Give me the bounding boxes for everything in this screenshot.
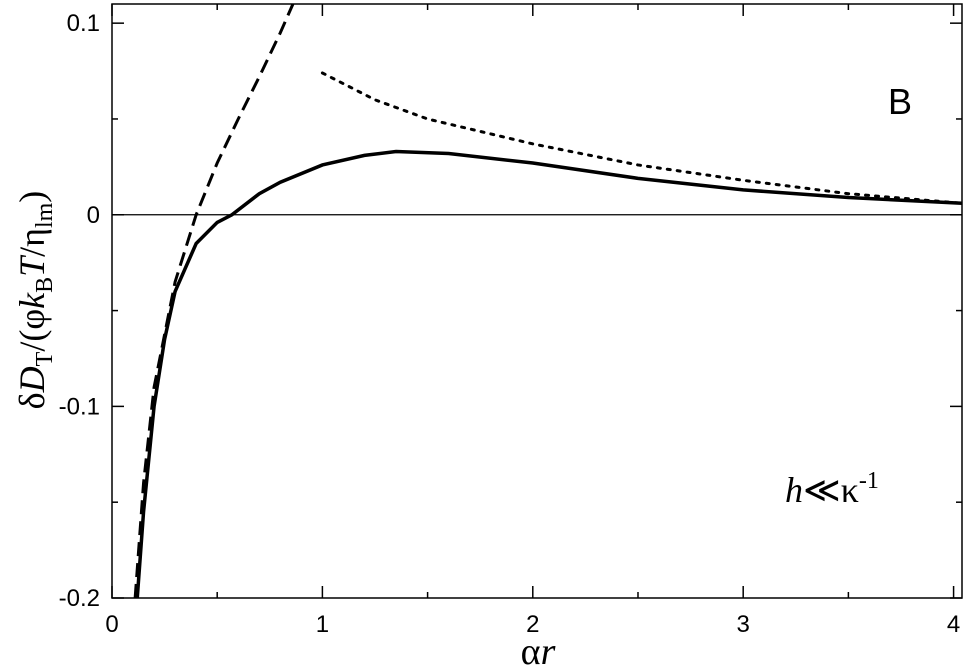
series-line (133, 4, 295, 598)
y-label-part: T (12, 254, 52, 277)
series-line (135, 149, 962, 598)
y-label-part: /(φ (12, 309, 52, 352)
condition-annotation: h≪κ-1 (785, 468, 879, 510)
y-label-part: D (12, 366, 52, 393)
y-label-part: lm (32, 202, 58, 228)
series-line (320, 71, 962, 205)
annotation-part: -1 (859, 468, 879, 494)
panel-label: B (888, 81, 912, 122)
annotation-part: κ (841, 470, 859, 510)
x-axis-label: αr (521, 631, 556, 668)
x-tick-label: 2 (526, 611, 539, 638)
y-label-part: k (12, 292, 52, 309)
y-tick-label: 0 (87, 202, 100, 229)
y-label-part: B (32, 277, 58, 293)
x-label-part: r (541, 631, 556, 668)
y-tick-label: -0.2 (59, 585, 100, 612)
y-label-part: δ (12, 392, 52, 409)
annotation-part: ≪ (803, 470, 841, 510)
x-tick-label: 3 (737, 611, 750, 638)
y-label-part: ) (12, 191, 52, 203)
annotation-part: h (785, 470, 803, 510)
x-label-part: α (521, 631, 541, 668)
y-axis-label: δDT/(φkBT/ηlm) (12, 191, 58, 410)
y-tick-label: 0.1 (67, 10, 100, 37)
x-tick-label: 1 (316, 611, 329, 638)
y-label-part: /η (12, 228, 52, 257)
plot-frame (111, 3, 963, 599)
y-tick-label: -0.1 (59, 393, 100, 420)
x-tick-label: 4 (947, 611, 960, 638)
y-label-part: T (32, 351, 58, 366)
x-tick-label: 0 (105, 611, 118, 638)
